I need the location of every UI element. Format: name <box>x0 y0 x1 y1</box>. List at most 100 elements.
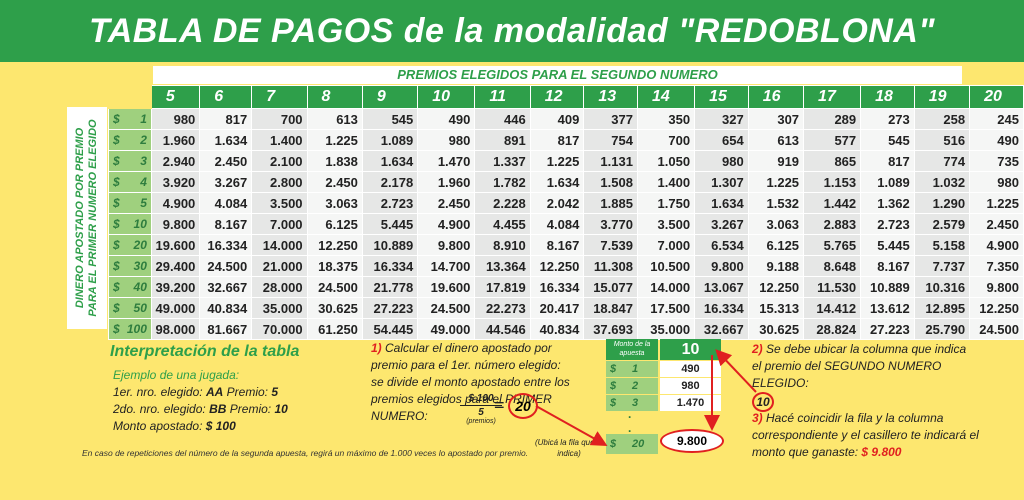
row-label: $1 <box>108 108 152 130</box>
table-cell: 2.800 <box>251 171 308 193</box>
mini-row-label: $1 <box>606 361 658 377</box>
table-cell: 577 <box>803 129 862 151</box>
step-3: 3) Hacé coincidir la fila y la columna c… <box>752 410 982 461</box>
table-cell: 3.770 <box>583 213 638 235</box>
table-cell: 5.765 <box>803 234 862 256</box>
table-cell: 44.546 <box>474 318 531 340</box>
table-cell: 28.000 <box>251 276 308 298</box>
table-cell: 16.334 <box>529 276 585 298</box>
table-cell: 2.228 <box>474 192 531 214</box>
table-cell: 2.450 <box>417 192 476 214</box>
table-cell: 37.693 <box>583 318 638 340</box>
table-cell: 27.223 <box>361 297 419 319</box>
table-cell: 16.334 <box>199 234 253 256</box>
table-cell: 27.223 <box>860 318 915 340</box>
table-cell: 3.920 <box>150 171 201 193</box>
table-cell: 289 <box>803 108 862 130</box>
step-2-number: 2) <box>752 342 763 356</box>
table-cell: 9.188 <box>747 255 805 277</box>
table-cell: 1.153 <box>803 171 862 193</box>
column-header: 13 <box>583 85 638 109</box>
step-1-text: Calcular el dinero apostado por premio p… <box>371 341 570 423</box>
column-header: 19 <box>913 85 971 109</box>
table-cell: 2.450 <box>969 213 1024 235</box>
table-cell: 21.000 <box>251 255 308 277</box>
table-cell: 12.250 <box>969 297 1024 319</box>
mini-column-header: 10 <box>660 339 721 360</box>
column-circle: 10 <box>752 392 774 412</box>
row-hint: (Ubicá la fila que lo indica) <box>534 438 604 458</box>
table-cell: 7.000 <box>251 213 308 235</box>
table-cell: 2.450 <box>306 171 363 193</box>
table-cell: 490 <box>969 129 1024 151</box>
table-cell: 1.634 <box>694 192 749 214</box>
table-cell: 2.579 <box>913 213 971 235</box>
mini-row-value: 980 <box>660 378 721 394</box>
row-label: $40 <box>108 276 152 298</box>
table-cell: 700 <box>251 108 308 130</box>
table-cell: 980 <box>694 150 749 172</box>
table-row: $50 49.000 40.834 35.000 30.625 27.223 24.500 2… <box>108 297 1024 319</box>
fraction-note: (premios) <box>466 418 496 425</box>
table-cell: 245 <box>969 108 1024 130</box>
table-cell: 1.634 <box>199 129 253 151</box>
payment-table: 5 6 7 8 9 10 11 12 13 14 15 16 17 18 19 20 $1 980 817 700 61… <box>108 85 1024 340</box>
page-title: TABLA DE PAGOS de la modalidad "REDOBLON… <box>89 11 935 50</box>
table-cell: 1.634 <box>361 150 419 172</box>
table-cell: 2.178 <box>361 171 419 193</box>
table-cell: 70.000 <box>251 318 308 340</box>
table-cell: 81.667 <box>199 318 253 340</box>
table-cell: 1.400 <box>636 171 696 193</box>
table-cell: 24.500 <box>199 255 253 277</box>
table-cell: 12.250 <box>747 276 805 298</box>
table-cell: 4.900 <box>969 234 1024 256</box>
column-header: 10 <box>417 85 476 109</box>
table-cell: 54.445 <box>361 318 419 340</box>
table-corner <box>108 85 152 109</box>
table-cell: 19.600 <box>150 234 201 256</box>
table-cell: 39.200 <box>150 276 201 298</box>
arrow-to-column <box>715 349 757 393</box>
table-cell: 1.885 <box>583 192 638 214</box>
step-1: 1) Calcular el dinero apostado por premi… <box>371 340 576 425</box>
table-cell: 6.125 <box>306 213 363 235</box>
table-cell: 1.032 <box>913 171 971 193</box>
table-cell: 258 <box>913 108 971 130</box>
table-cell: 1.838 <box>306 150 363 172</box>
ellipsis-dot: . <box>628 407 632 421</box>
table-cell: 32.667 <box>694 318 749 340</box>
table-cell: 7.539 <box>583 234 638 256</box>
title-banner: TABLA DE PAGOS de la modalidad "REDOBLON… <box>0 0 1024 62</box>
table-cell: 10.316 <box>913 276 971 298</box>
table-cell: 8.167 <box>529 234 585 256</box>
table-cell: 5.445 <box>361 213 419 235</box>
interpretation-title: Interpretación de la tabla <box>110 343 300 360</box>
step-2-text: Se debe ubicar la columna que indica el … <box>752 342 967 390</box>
table-cell: 35.000 <box>251 297 308 319</box>
table-row: $2 1.960 1.634 1.400 1.225 1.089 980 891 817 754 7… <box>108 129 1024 151</box>
table-cell: 1.225 <box>529 150 585 172</box>
table-cell: 24.500 <box>969 318 1024 340</box>
table-cell: 14.000 <box>636 276 696 298</box>
table-cell: 8.910 <box>474 234 531 256</box>
column-group-header: PREMIOS ELEGIDOS PARA EL SEGUNDO NUMERO <box>153 66 962 84</box>
table-cell: 613 <box>747 129 805 151</box>
table-cell: 1.337 <box>474 150 531 172</box>
table-cell: 4.455 <box>474 213 531 235</box>
column-header: 12 <box>529 85 585 109</box>
table-row: $20 19.600 16.334 14.000 12.250 10.889 9.800 8.… <box>108 234 1024 256</box>
table-cell: 1.290 <box>913 192 971 214</box>
table-cell: 4.084 <box>529 213 585 235</box>
table-cell: 1.750 <box>636 192 696 214</box>
table-cell: 49.000 <box>150 297 201 319</box>
table-cell: 20.417 <box>529 297 585 319</box>
table-cell: 12.895 <box>913 297 971 319</box>
column-header: 18 <box>860 85 915 109</box>
table-cell: 2.723 <box>361 192 419 214</box>
column-header: 5 <box>150 85 201 109</box>
ellipsis-dot: . <box>628 421 632 435</box>
table-cell: 1.362 <box>860 192 915 214</box>
table-cell: 30.625 <box>747 318 805 340</box>
table-cell: 11.530 <box>803 276 862 298</box>
